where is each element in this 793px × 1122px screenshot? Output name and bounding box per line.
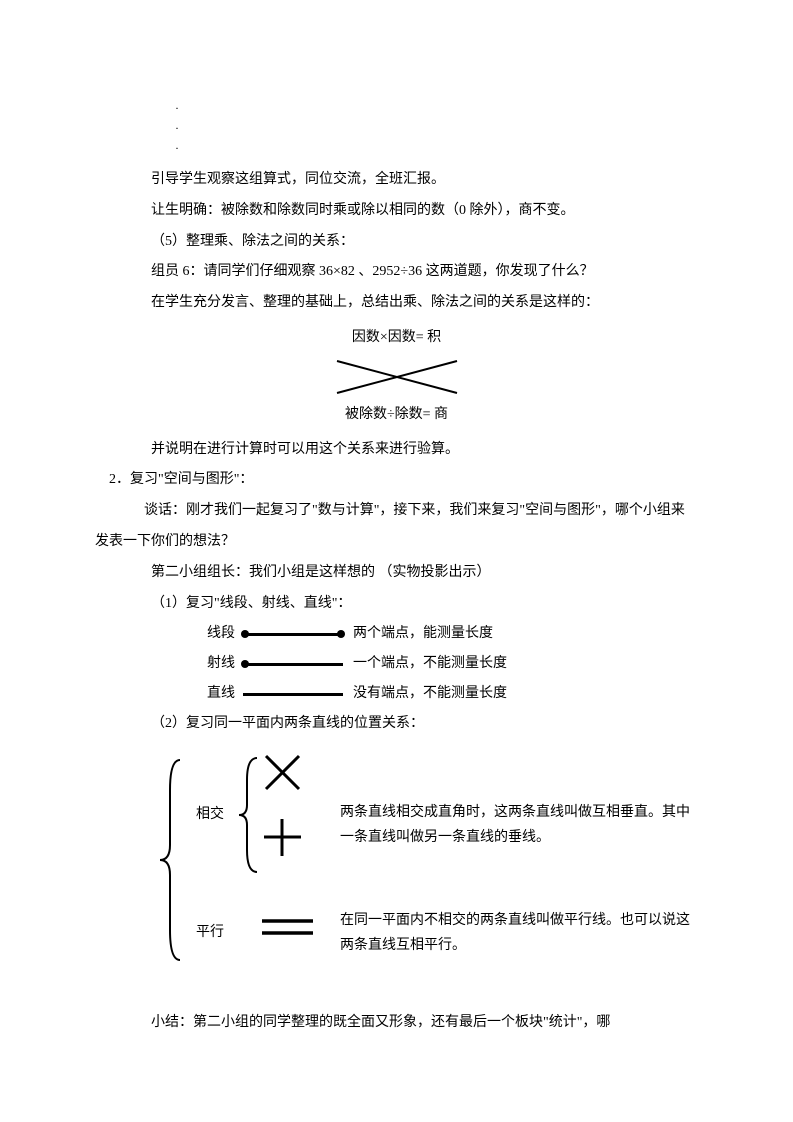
outer-brace-icon	[155, 750, 185, 983]
segment-label: 线段	[185, 619, 235, 650]
paragraph: 谈话：刚才我们一起复习了"数与计算"，接下来，我们来复习"空间与图形"，哪个小组…	[95, 496, 698, 558]
formula-top: 因数×因数= 积	[352, 323, 441, 354]
ray-desc: 一个端点，不能测量长度	[353, 649, 698, 680]
paragraph: （2）复习同一平面内两条直线的位置关系：	[123, 709, 698, 740]
ellipsis-dots: · · ·	[175, 95, 698, 155]
ray-label: 射线	[185, 649, 235, 680]
intersect-desc: 两条直线相交成直角时，这两条直线叫做互相垂直。其中一条直线叫做另一条直线的垂线。	[340, 750, 698, 850]
segment-desc: 两个端点，能测量长度	[353, 619, 698, 650]
line-label: 直线	[155, 679, 235, 710]
inner-brace-icon	[235, 750, 260, 893]
parallel-desc: 在同一平面内不相交的两条直线叫做平行线。也可以说这两条直线互相平行。	[340, 908, 698, 958]
paragraph: 在学生充分发言、整理的基础上，总结出乘、除法之间的关系是这样的：	[123, 288, 698, 319]
cross-arrow-icon	[327, 356, 467, 398]
heading: 2．复习"空间与图形"：	[109, 465, 698, 496]
paragraph: （1）复习"线段、射线、直线"：	[123, 589, 698, 620]
paragraph: 引导学生观察这组算式，同位交流，全班汇报。	[123, 165, 698, 196]
paragraph: 并说明在进行计算时可以用这个关系来进行验算。	[123, 435, 698, 466]
formula-bottom: 被除数÷除数= 商	[345, 400, 448, 431]
line-desc: 没有端点，不能测量长度	[353, 679, 698, 710]
segment-icon	[243, 624, 343, 644]
ray-icon	[243, 654, 343, 674]
paragraph: 第二小组组长：我们小组是这样想的 （实物投影出示）	[123, 558, 698, 589]
paragraph: 小结：第二小组的同学整理的既全面又形象，还有最后一个板块"统计"，哪	[123, 1008, 698, 1039]
parallel-label: 平行	[185, 918, 235, 949]
paragraph: 让生明确：被除数和除数同时乘或除以相同的数（0 除外），商不变。	[123, 196, 698, 227]
segment-row: 线段 两个端点，能测量长度	[185, 619, 698, 649]
position-diagram: 相交 两条直线相交成直角时，这两条直线叫做互相垂直。其中一条直线叫做另一条直线的…	[155, 750, 698, 983]
x-cross-icon	[260, 750, 305, 795]
intersect-label: 相交	[185, 750, 235, 831]
line-row: 直线 没有端点，不能测量长度	[155, 679, 698, 709]
ray-row: 射线 一个端点，不能测量长度	[185, 649, 698, 679]
formula-block: 因数×因数= 积 被除数÷除数= 商	[95, 323, 698, 431]
line-icon	[243, 684, 343, 704]
parallel-lines-icon	[260, 915, 320, 952]
paragraph: 组员 6：请同学们仔细观察 36×82 、2952÷36 这两道题，你发现了什么…	[123, 257, 698, 288]
plus-cross-icon	[260, 815, 305, 860]
paragraph: （5）整理乘、除法之间的关系：	[123, 227, 698, 258]
